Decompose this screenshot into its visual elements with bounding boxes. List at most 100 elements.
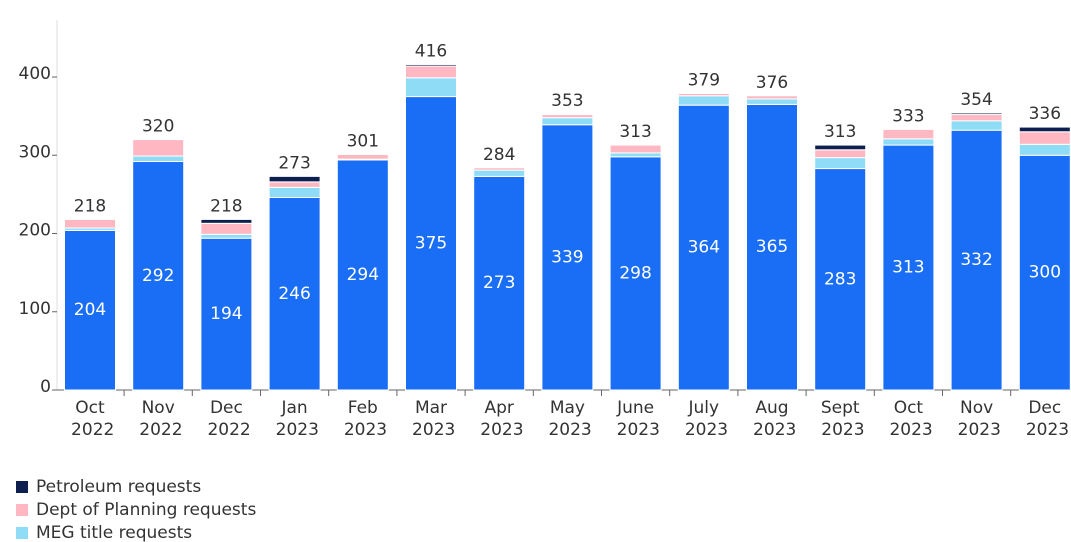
total-label: 320 xyxy=(142,117,174,137)
total-label: 284 xyxy=(483,145,515,165)
bar-segment xyxy=(200,222,253,235)
segment-label: 246 xyxy=(278,284,310,304)
bar-segment xyxy=(132,161,185,391)
y-tick-label: 100 xyxy=(19,299,51,319)
x-tick-label: Feb 2023 xyxy=(338,398,387,440)
bar-segment xyxy=(336,153,389,160)
segment-label: 365 xyxy=(756,237,788,257)
segment-label: 283 xyxy=(824,269,856,289)
bar-segment xyxy=(200,233,253,239)
x-tick-label: May 2023 xyxy=(543,398,592,440)
total-label: 313 xyxy=(824,122,856,142)
total-label: 218 xyxy=(210,196,242,216)
legend-label: Petroleum requests xyxy=(36,477,201,497)
bar-segment xyxy=(405,63,457,67)
x-tick-label: Aug 2023 xyxy=(748,398,797,440)
bar-segment xyxy=(882,128,935,140)
x-tick-label: Oct 2023 xyxy=(884,398,933,440)
legend-swatch xyxy=(16,527,28,539)
y-tick-label: 0 xyxy=(40,377,51,397)
bar-segment xyxy=(336,159,389,391)
bar-segment xyxy=(677,95,730,106)
bar-segment xyxy=(132,155,185,163)
bar-segment xyxy=(1018,143,1071,156)
bar-segment xyxy=(200,218,253,224)
bar-segment xyxy=(541,124,594,391)
total-label: 273 xyxy=(278,153,310,173)
total-label: 313 xyxy=(619,122,651,142)
x-tick-label: Nov 2023 xyxy=(952,398,1001,440)
total-label: 354 xyxy=(960,90,992,110)
x-tick-label: Apr 2023 xyxy=(475,398,524,440)
bar-segment xyxy=(541,117,594,126)
bar-segment xyxy=(268,186,321,199)
bar-segment xyxy=(609,144,662,154)
segment-label: 300 xyxy=(1029,263,1061,283)
bar-segment xyxy=(405,65,457,79)
bar-segment xyxy=(950,129,1003,391)
x-tick-label: Mar 2023 xyxy=(407,398,456,440)
bar-segment xyxy=(950,120,1003,131)
bar-segment xyxy=(64,229,116,391)
legend-label: MEG title requests xyxy=(36,523,192,542)
x-tick-label: Dec 2023 xyxy=(1020,398,1069,440)
bar-segment xyxy=(473,169,526,177)
x-tick-label: July 2023 xyxy=(679,398,728,440)
bar-segment xyxy=(268,197,321,391)
total-label: 301 xyxy=(347,131,379,151)
segment-label: 332 xyxy=(960,250,992,270)
legend-swatch xyxy=(16,504,28,516)
segment-label: 273 xyxy=(483,273,515,293)
bar-segment xyxy=(677,92,730,97)
bar-segment xyxy=(1018,131,1071,145)
total-label: 376 xyxy=(756,73,788,93)
segment-label: 204 xyxy=(74,300,106,320)
segment-label: 339 xyxy=(551,247,583,267)
x-tick-label: June 2023 xyxy=(611,398,660,440)
bar-segment xyxy=(132,139,185,157)
bar-segment xyxy=(746,95,798,100)
bar-segment xyxy=(1018,126,1071,133)
bar-segment xyxy=(64,218,116,229)
x-tick-label: Dec 2022 xyxy=(202,398,251,440)
segment-label: 298 xyxy=(619,263,651,283)
bar-segment xyxy=(746,98,798,105)
bar-segment xyxy=(609,156,662,391)
bar-segment xyxy=(473,167,526,171)
bar-segment xyxy=(405,77,457,98)
bar-segment xyxy=(814,149,867,159)
total-label: 333 xyxy=(892,106,924,126)
bar-segment xyxy=(814,157,867,170)
total-label: 379 xyxy=(688,70,720,90)
bar-segment xyxy=(950,112,1003,116)
segment-label: 375 xyxy=(415,233,447,253)
bar-segment xyxy=(677,104,730,391)
bar-segment xyxy=(609,152,662,158)
segment-label: 292 xyxy=(142,266,174,286)
x-tick-label: Jan 2023 xyxy=(270,398,319,440)
total-label: 353 xyxy=(551,91,583,111)
total-label: 218 xyxy=(74,196,106,216)
total-label: 336 xyxy=(1029,104,1061,124)
total-label: 416 xyxy=(415,41,447,61)
y-tick-label: 200 xyxy=(19,221,51,241)
bar-segment xyxy=(268,175,321,183)
x-tick-label: Oct 2022 xyxy=(66,398,115,440)
bar-segment xyxy=(541,113,594,116)
bar-segment xyxy=(268,181,321,188)
bar-segment xyxy=(200,237,253,391)
bar-segment xyxy=(814,144,867,151)
x-tick-label: Sept 2023 xyxy=(816,398,865,440)
y-tick-label: 400 xyxy=(19,64,51,84)
bar-segment xyxy=(882,144,935,391)
bar-segment xyxy=(814,168,867,391)
bar-segment xyxy=(1018,154,1071,391)
segment-label: 364 xyxy=(688,238,720,258)
x-tick-label: Nov 2022 xyxy=(134,398,183,440)
y-tick-label: 300 xyxy=(19,142,51,162)
bar-segment xyxy=(950,114,1003,122)
segment-label: 294 xyxy=(347,265,379,285)
legend-swatch xyxy=(16,481,28,493)
segment-label: 194 xyxy=(210,304,242,324)
